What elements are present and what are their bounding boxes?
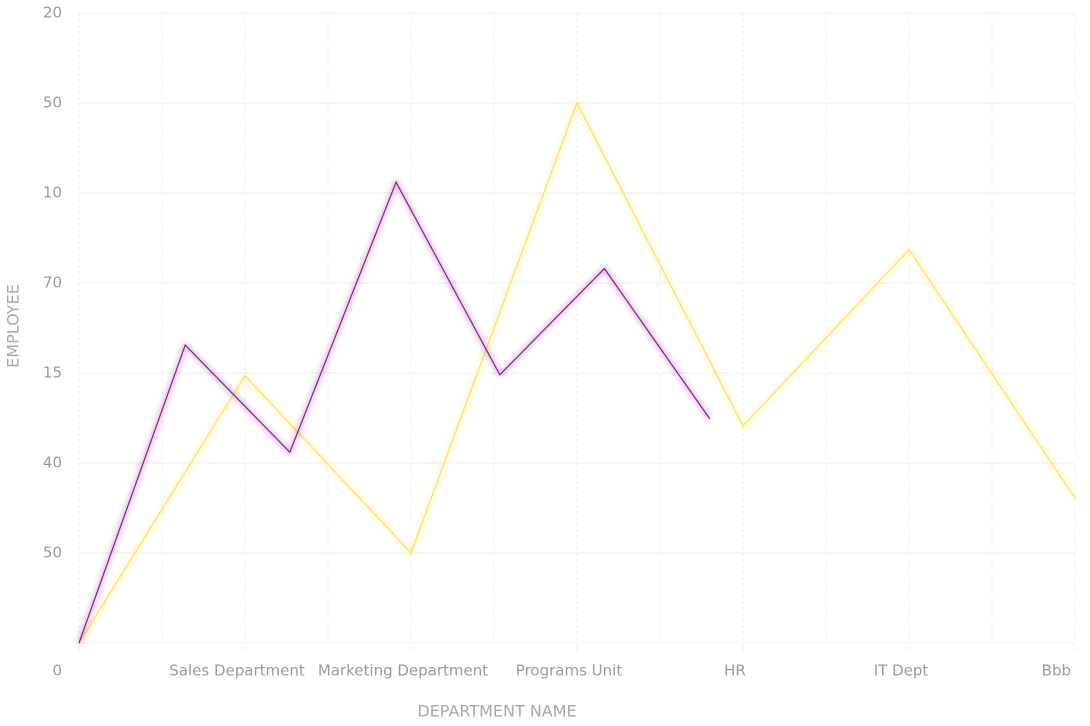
y-tick-label: 50	[43, 544, 62, 562]
x-tick-label: Bbb	[1042, 662, 1071, 680]
line-series	[78, 101, 1076, 644]
y-tick-label: 20	[43, 4, 62, 22]
y-tick-label: 40	[43, 454, 62, 472]
x-axis-title: DEPARTMENT NAME	[417, 702, 576, 721]
x-tick-label: IT Dept	[874, 662, 929, 680]
y-tick-label: 50	[43, 94, 62, 112]
line-series	[78, 180, 711, 644]
y-tick-label: 15	[43, 364, 62, 382]
y-tick-label: 70	[43, 274, 62, 292]
x-tick-label: HR	[724, 662, 746, 680]
y-tick-label: 10	[43, 184, 62, 202]
x-tick-label: Sales Department	[169, 662, 305, 680]
y-tick-label: 0	[52, 662, 62, 680]
y-axis-title: EMPLOYEE	[4, 284, 23, 368]
x-tick-label: Marketing Department	[318, 662, 488, 680]
x-tick-label: Programs Unit	[516, 662, 623, 680]
